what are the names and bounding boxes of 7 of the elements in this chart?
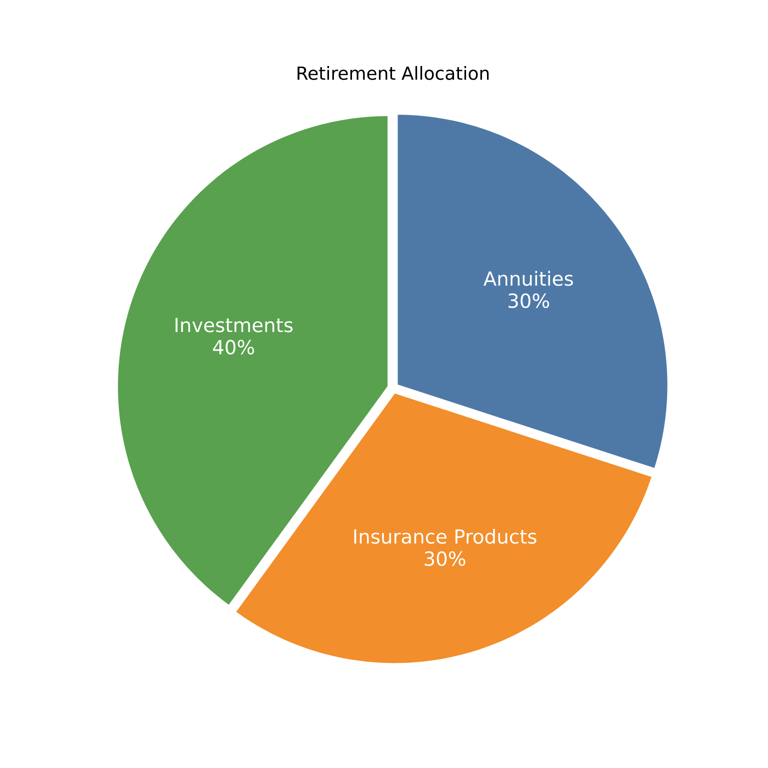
slice-label: Insurance Products xyxy=(354,528,536,544)
slice-label: Annuities xyxy=(484,270,573,286)
chart-title: Retirement Allocation xyxy=(298,66,489,80)
slice-label: Investments xyxy=(176,318,293,332)
data-label: 30% xyxy=(424,551,466,566)
data-label: 40% xyxy=(213,340,254,354)
data-label: 30% xyxy=(508,293,550,308)
